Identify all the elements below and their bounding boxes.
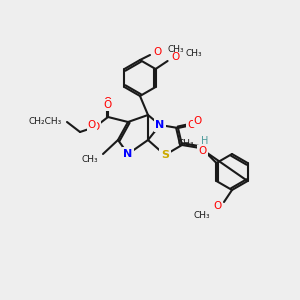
Text: N: N: [156, 120, 164, 130]
Text: S: S: [161, 150, 169, 160]
Text: O: O: [91, 122, 99, 132]
Text: CH₂CH₃: CH₂CH₃: [29, 118, 62, 127]
Text: H: H: [201, 136, 209, 146]
Text: O: O: [214, 201, 222, 211]
Text: CH₃: CH₃: [194, 212, 210, 220]
Text: O: O: [172, 52, 180, 62]
Text: N: N: [124, 149, 132, 159]
Text: O: O: [188, 120, 196, 130]
Text: O: O: [154, 47, 162, 57]
Text: S: S: [162, 150, 168, 160]
Text: O: O: [198, 146, 206, 156]
Text: O: O: [194, 116, 202, 126]
Text: CH₃: CH₃: [168, 44, 184, 53]
Text: N: N: [155, 120, 165, 130]
Text: CH₃: CH₃: [178, 139, 194, 148]
Text: CH₃: CH₃: [81, 154, 98, 164]
Text: O: O: [104, 97, 112, 107]
Text: O: O: [88, 120, 96, 130]
Text: N: N: [123, 149, 133, 159]
Text: O: O: [104, 100, 112, 110]
Text: CH₃: CH₃: [186, 49, 202, 58]
